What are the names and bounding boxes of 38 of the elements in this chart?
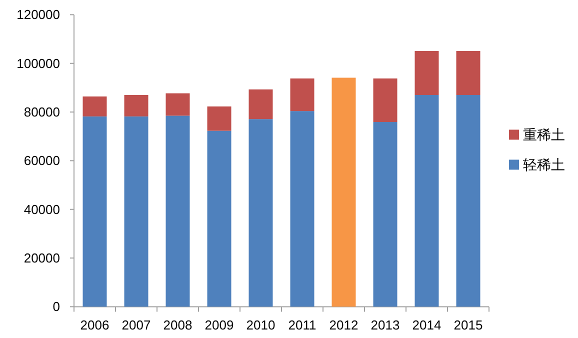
bar bbox=[373, 78, 398, 122]
x-tick-label: 2011 bbox=[288, 318, 316, 333]
bar bbox=[124, 95, 148, 116]
y-tick-label: 80000 bbox=[24, 104, 60, 120]
x-tick-label: 2013 bbox=[370, 318, 400, 333]
bar bbox=[414, 95, 439, 307]
y-tick-label: 0 bbox=[52, 299, 60, 314]
bar bbox=[290, 111, 314, 307]
bar bbox=[166, 116, 190, 307]
bar bbox=[456, 95, 480, 307]
x-tick-label: 2010 bbox=[246, 318, 276, 333]
x-tick-label: 2012 bbox=[329, 318, 358, 333]
x-tick-label: 2008 bbox=[163, 318, 192, 333]
bar bbox=[207, 130, 232, 307]
bar bbox=[248, 89, 273, 120]
bar bbox=[82, 116, 107, 307]
y-tick-label: 20000 bbox=[24, 250, 60, 266]
x-tick-label: 2015 bbox=[454, 318, 483, 333]
bar bbox=[456, 50, 480, 95]
x-tick-label: 2006 bbox=[80, 318, 110, 333]
y-tick-label: 40000 bbox=[24, 202, 60, 217]
bar bbox=[290, 78, 314, 112]
y-tick-label: 60000 bbox=[24, 153, 60, 168]
bar bbox=[373, 122, 398, 307]
x-tick-label: 2014 bbox=[412, 318, 442, 333]
bar bbox=[332, 78, 356, 307]
bar bbox=[124, 116, 148, 307]
legend-label: 重稀土 bbox=[523, 126, 565, 143]
legend-label: 轻稀土 bbox=[523, 156, 565, 173]
y-tick-label: 100000 bbox=[16, 56, 60, 71]
bar bbox=[82, 96, 107, 116]
bar bbox=[414, 50, 439, 95]
x-tick-label: 2007 bbox=[122, 318, 151, 333]
bar bbox=[166, 93, 190, 116]
bar bbox=[248, 119, 273, 307]
y-tick-label: 120000 bbox=[16, 7, 60, 22]
bar bbox=[207, 106, 232, 131]
x-tick-label: 2009 bbox=[204, 318, 234, 333]
